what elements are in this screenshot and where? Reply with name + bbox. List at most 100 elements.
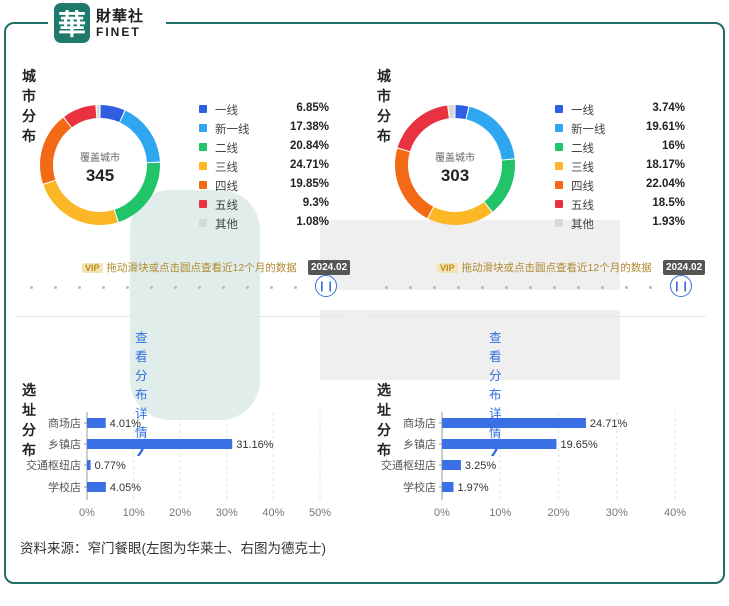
content-frame bbox=[4, 22, 725, 584]
x-tick-label: 20% bbox=[547, 507, 569, 519]
legend-item[interactable]: 三线 18.17% bbox=[555, 158, 685, 176]
slider-dot[interactable] bbox=[433, 286, 436, 289]
slider-dot[interactable] bbox=[505, 286, 508, 289]
legend-item[interactable]: 五线 18.5% bbox=[555, 196, 685, 214]
slider-dot[interactable] bbox=[30, 286, 33, 289]
slider-dot[interactable] bbox=[601, 286, 604, 289]
legend-value: 9.3% bbox=[302, 197, 329, 209]
legend-swatch bbox=[555, 143, 563, 151]
slider-dot[interactable] bbox=[54, 286, 57, 289]
slider-dot[interactable] bbox=[246, 286, 249, 289]
x-tick-label: 40% bbox=[262, 507, 284, 519]
logo-seal: 華 bbox=[54, 3, 90, 43]
vip-badge: VIP bbox=[82, 263, 103, 273]
legend-item[interactable]: 新一线 17.38% bbox=[199, 120, 329, 138]
donut-slice-6[interactable] bbox=[64, 105, 97, 128]
slider-dot[interactable] bbox=[385, 286, 388, 289]
slider-dot[interactable] bbox=[102, 286, 105, 289]
slider-dot[interactable] bbox=[457, 286, 460, 289]
legend-label: 其他 bbox=[215, 219, 238, 231]
donut-slice-4[interactable] bbox=[43, 180, 118, 225]
legend-value: 20.84% bbox=[289, 140, 329, 152]
slider-dot[interactable] bbox=[198, 286, 201, 289]
date-label: 2024.02 bbox=[308, 260, 351, 275]
bar[interactable] bbox=[87, 418, 106, 428]
slider-dot[interactable] bbox=[553, 286, 556, 289]
bar-value-label: 0.77% bbox=[95, 460, 126, 472]
donut-center-label: 覆盖城市 bbox=[80, 151, 120, 164]
slider-dot[interactable] bbox=[294, 286, 297, 289]
legend-item[interactable]: 四线 19.85% bbox=[199, 177, 329, 195]
x-tick-label: 10% bbox=[123, 507, 145, 519]
date-label: 2024.02 bbox=[663, 260, 706, 275]
category-label: 交通枢纽店 bbox=[381, 458, 436, 472]
donut-slice-7[interactable] bbox=[448, 105, 455, 119]
legend-label: 二线 bbox=[571, 143, 594, 155]
slider-dot[interactable] bbox=[222, 286, 225, 289]
slider-dot[interactable] bbox=[150, 286, 153, 289]
legend-item[interactable]: 其他 1.93% bbox=[555, 215, 685, 233]
legend-label: 四线 bbox=[215, 181, 238, 193]
donut-slice-1[interactable] bbox=[455, 105, 469, 120]
legend-label: 一线 bbox=[571, 105, 594, 117]
donut-slice-1[interactable] bbox=[100, 105, 125, 123]
slider-dot[interactable] bbox=[174, 286, 177, 289]
donut-slice-5[interactable] bbox=[395, 148, 434, 219]
legend-item[interactable]: 新一线 19.61% bbox=[555, 120, 685, 138]
slider-dot[interactable] bbox=[126, 286, 129, 289]
donut-slice-7[interactable] bbox=[96, 105, 100, 119]
legend-swatch bbox=[199, 200, 207, 208]
legend-item[interactable]: 二线 20.84% bbox=[199, 139, 329, 157]
legend-item[interactable]: 一线 3.74% bbox=[555, 101, 685, 119]
category-label: 学校店 bbox=[48, 480, 81, 494]
slider-dot[interactable] bbox=[270, 286, 273, 289]
donut-slice-3[interactable] bbox=[484, 159, 515, 212]
slider-dot[interactable] bbox=[409, 286, 412, 289]
donut-slice-4[interactable] bbox=[428, 202, 492, 225]
pause-icon[interactable]: ❙❙ bbox=[670, 275, 692, 297]
bar[interactable] bbox=[442, 460, 461, 470]
legend-value: 3.74% bbox=[652, 102, 685, 114]
legend-item[interactable]: 五线 9.3% bbox=[199, 196, 329, 214]
vip-hint: VIP 拖动滑块或点击圆点查看近12个月的数据 bbox=[437, 260, 652, 275]
donut-slice-3[interactable] bbox=[114, 162, 160, 222]
legend-label: 三线 bbox=[215, 162, 238, 174]
legend-item[interactable]: 四线 22.04% bbox=[555, 177, 685, 195]
timeline-slider[interactable] bbox=[30, 286, 320, 290]
legend-item[interactable]: 一线 6.85% bbox=[199, 101, 329, 119]
legend-swatch bbox=[199, 124, 207, 132]
donut-slice-2[interactable] bbox=[120, 110, 160, 163]
x-tick-label: 50% bbox=[309, 507, 331, 519]
vip-badge: VIP bbox=[437, 263, 458, 273]
bar-chart-left: 0% 10% 20% 30% 40% 50% 商场店 4.01% 乡镇店 31.16% 交通枢纽店 0… bbox=[26, 412, 331, 519]
bar-value-label: 4.01% bbox=[110, 418, 141, 430]
x-tick-label: 10% bbox=[489, 507, 511, 519]
legend-item[interactable]: 二线 16% bbox=[555, 139, 685, 157]
bar[interactable] bbox=[442, 482, 454, 492]
bar[interactable] bbox=[442, 439, 557, 449]
bar[interactable] bbox=[87, 482, 106, 492]
donut-slice-5[interactable] bbox=[40, 117, 72, 184]
bar-value-label: 19.65% bbox=[560, 439, 598, 451]
legend-swatch bbox=[555, 181, 563, 189]
bar[interactable] bbox=[87, 439, 233, 449]
slider-dot[interactable] bbox=[529, 286, 532, 289]
bar-value-label: 4.05% bbox=[110, 482, 141, 494]
bar[interactable] bbox=[442, 418, 586, 428]
slider-dot[interactable] bbox=[577, 286, 580, 289]
bar[interactable] bbox=[87, 460, 91, 470]
legend-item[interactable]: 其他 1.08% bbox=[199, 215, 329, 233]
legend-item[interactable]: 三线 24.71% bbox=[199, 158, 329, 176]
legend-label: 三线 bbox=[571, 162, 594, 174]
donut-center-label: 覆盖城市 bbox=[435, 151, 475, 164]
slider-dot[interactable] bbox=[649, 286, 652, 289]
slider-dot[interactable] bbox=[481, 286, 484, 289]
donut-slice-6[interactable] bbox=[397, 105, 449, 152]
donut-slice-2[interactable] bbox=[466, 106, 515, 160]
slider-dot[interactable] bbox=[625, 286, 628, 289]
category-label: 商场店 bbox=[48, 416, 81, 430]
bar-value-label: 24.71% bbox=[590, 418, 628, 430]
pause-icon[interactable]: ❙❙ bbox=[315, 275, 337, 297]
timeline-slider[interactable] bbox=[385, 286, 675, 290]
slider-dot[interactable] bbox=[78, 286, 81, 289]
